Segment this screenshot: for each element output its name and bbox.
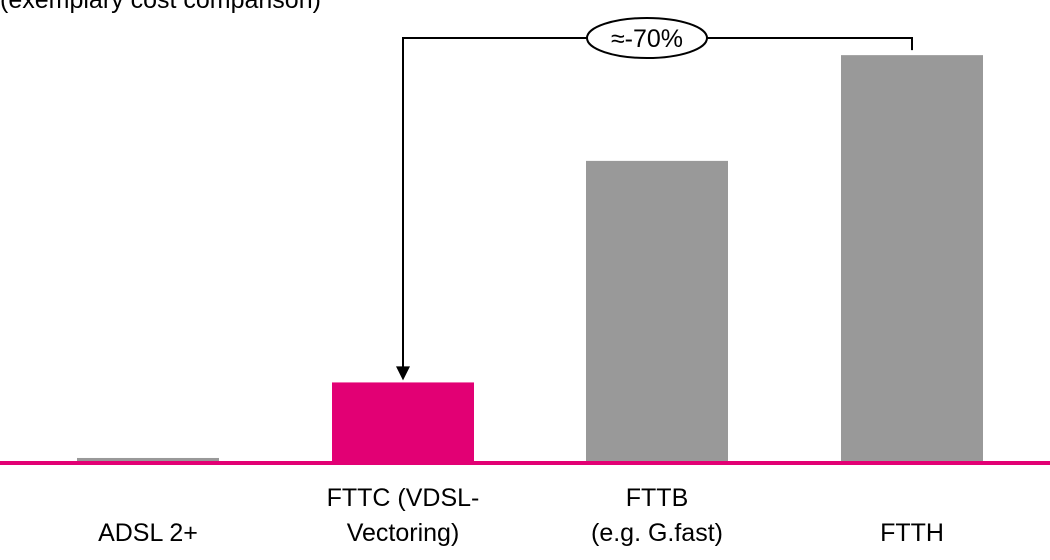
annotation-bracket xyxy=(402,37,913,369)
annotation-label-oval xyxy=(586,17,708,59)
bar-1 xyxy=(332,382,474,463)
annotation-label: ≈-70% xyxy=(611,25,683,53)
x-tick-label: ADSL 2+ xyxy=(98,519,198,547)
bar-3 xyxy=(841,55,983,464)
reduction-annotation: ≈-70% xyxy=(396,17,913,381)
x-tick-label: FTTH xyxy=(880,519,944,547)
x-tick-label: FTTB (e.g. G.fast) xyxy=(591,484,723,547)
chart-subtitle: (exemplary cost comparison) xyxy=(0,0,321,14)
annotation-arrowhead xyxy=(396,366,410,381)
bar-0 xyxy=(77,457,219,463)
bar-2 xyxy=(586,160,728,463)
x-tick-label: FTTC (VDSL- Vectoring) xyxy=(326,484,480,547)
